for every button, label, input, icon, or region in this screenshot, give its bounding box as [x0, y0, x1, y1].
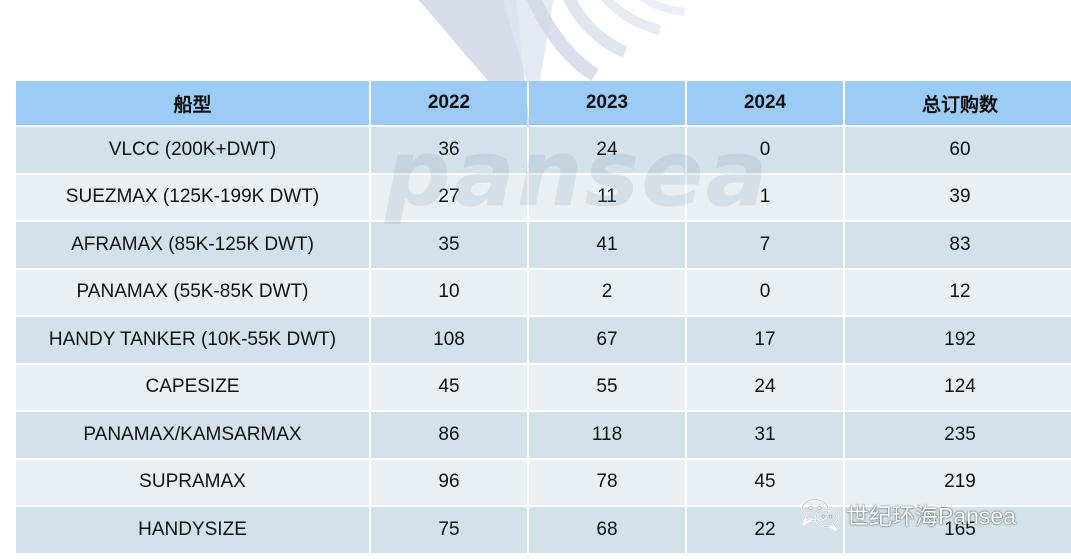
cell-2024: 0	[687, 127, 843, 173]
ship-order-table-container: 船型 2022 2023 2024 总订购数 VLCC (200K+DWT) 3…	[16, 79, 1071, 555]
table-row: AFRAMAX (85K-125K DWT) 35 41 7 83	[16, 222, 1071, 268]
header-2024: 2024	[687, 81, 843, 125]
table-row: SUEZMAX (125K-199K DWT) 27 11 1 39	[16, 174, 1071, 220]
cell-total: 235	[845, 412, 1071, 458]
cell-2022: 27	[371, 174, 527, 220]
cell-2023: 11	[529, 174, 685, 220]
cell-total: 124	[845, 364, 1071, 410]
table-row: PANAMAX/KAMSARMAX 86 118 31 235	[16, 412, 1071, 458]
cell-2022: 36	[371, 127, 527, 173]
cell-2022: 108	[371, 317, 527, 363]
cell-2022: 96	[371, 459, 527, 505]
cell-2024: 7	[687, 222, 843, 268]
cell-2024: 45	[687, 459, 843, 505]
table-row: SUPRAMAX 96 78 45 219	[16, 459, 1071, 505]
cell-ship-type: PANAMAX/KAMSARMAX	[16, 412, 369, 458]
cell-2024: 24	[687, 364, 843, 410]
cell-total: 165	[845, 507, 1071, 553]
table-row: HANDY TANKER (10K-55K DWT) 108 67 17 192	[16, 317, 1071, 363]
header-total-orders: 总订购数	[845, 81, 1071, 125]
cell-2024: 22	[687, 507, 843, 553]
cell-total: 192	[845, 317, 1071, 363]
cell-2022: 35	[371, 222, 527, 268]
cell-2022: 75	[371, 507, 527, 553]
cell-2023: 78	[529, 459, 685, 505]
cell-ship-type: HANDYSIZE	[16, 507, 369, 553]
cell-total: 83	[845, 222, 1071, 268]
cell-2023: 68	[529, 507, 685, 553]
cell-ship-type: AFRAMAX (85K-125K DWT)	[16, 222, 369, 268]
header-ship-type: 船型	[16, 81, 369, 125]
cell-ship-type: SUPRAMAX	[16, 459, 369, 505]
header-2022: 2022	[371, 81, 527, 125]
cell-2024: 31	[687, 412, 843, 458]
table-row: PANAMAX (55K-85K DWT) 10 2 0 12	[16, 269, 1071, 315]
cell-ship-type: CAPESIZE	[16, 364, 369, 410]
cell-2024: 17	[687, 317, 843, 363]
cell-2023: 2	[529, 269, 685, 315]
cell-2023: 41	[529, 222, 685, 268]
table-header-row: 船型 2022 2023 2024 总订购数	[16, 81, 1071, 125]
table-row: CAPESIZE 45 55 24 124	[16, 364, 1071, 410]
cell-total: 39	[845, 174, 1071, 220]
cell-2022: 10	[371, 269, 527, 315]
header-2023: 2023	[529, 81, 685, 125]
cell-2022: 45	[371, 364, 527, 410]
cell-ship-type: PANAMAX (55K-85K DWT)	[16, 269, 369, 315]
cell-ship-type: VLCC (200K+DWT)	[16, 127, 369, 173]
cell-2023: 67	[529, 317, 685, 363]
cell-2023: 55	[529, 364, 685, 410]
cell-2023: 24	[529, 127, 685, 173]
cell-2024: 0	[687, 269, 843, 315]
cell-2023: 118	[529, 412, 685, 458]
cell-ship-type: HANDY TANKER (10K-55K DWT)	[16, 317, 369, 363]
cell-ship-type: SUEZMAX (125K-199K DWT)	[16, 174, 369, 220]
ship-order-table: 船型 2022 2023 2024 总订购数 VLCC (200K+DWT) 3…	[14, 79, 1071, 555]
cell-2024: 1	[687, 174, 843, 220]
cell-2022: 86	[371, 412, 527, 458]
table-row: VLCC (200K+DWT) 36 24 0 60	[16, 127, 1071, 173]
cell-total: 60	[845, 127, 1071, 173]
cell-total: 12	[845, 269, 1071, 315]
cell-total: 219	[845, 459, 1071, 505]
table-row: HANDYSIZE 75 68 22 165	[16, 507, 1071, 553]
